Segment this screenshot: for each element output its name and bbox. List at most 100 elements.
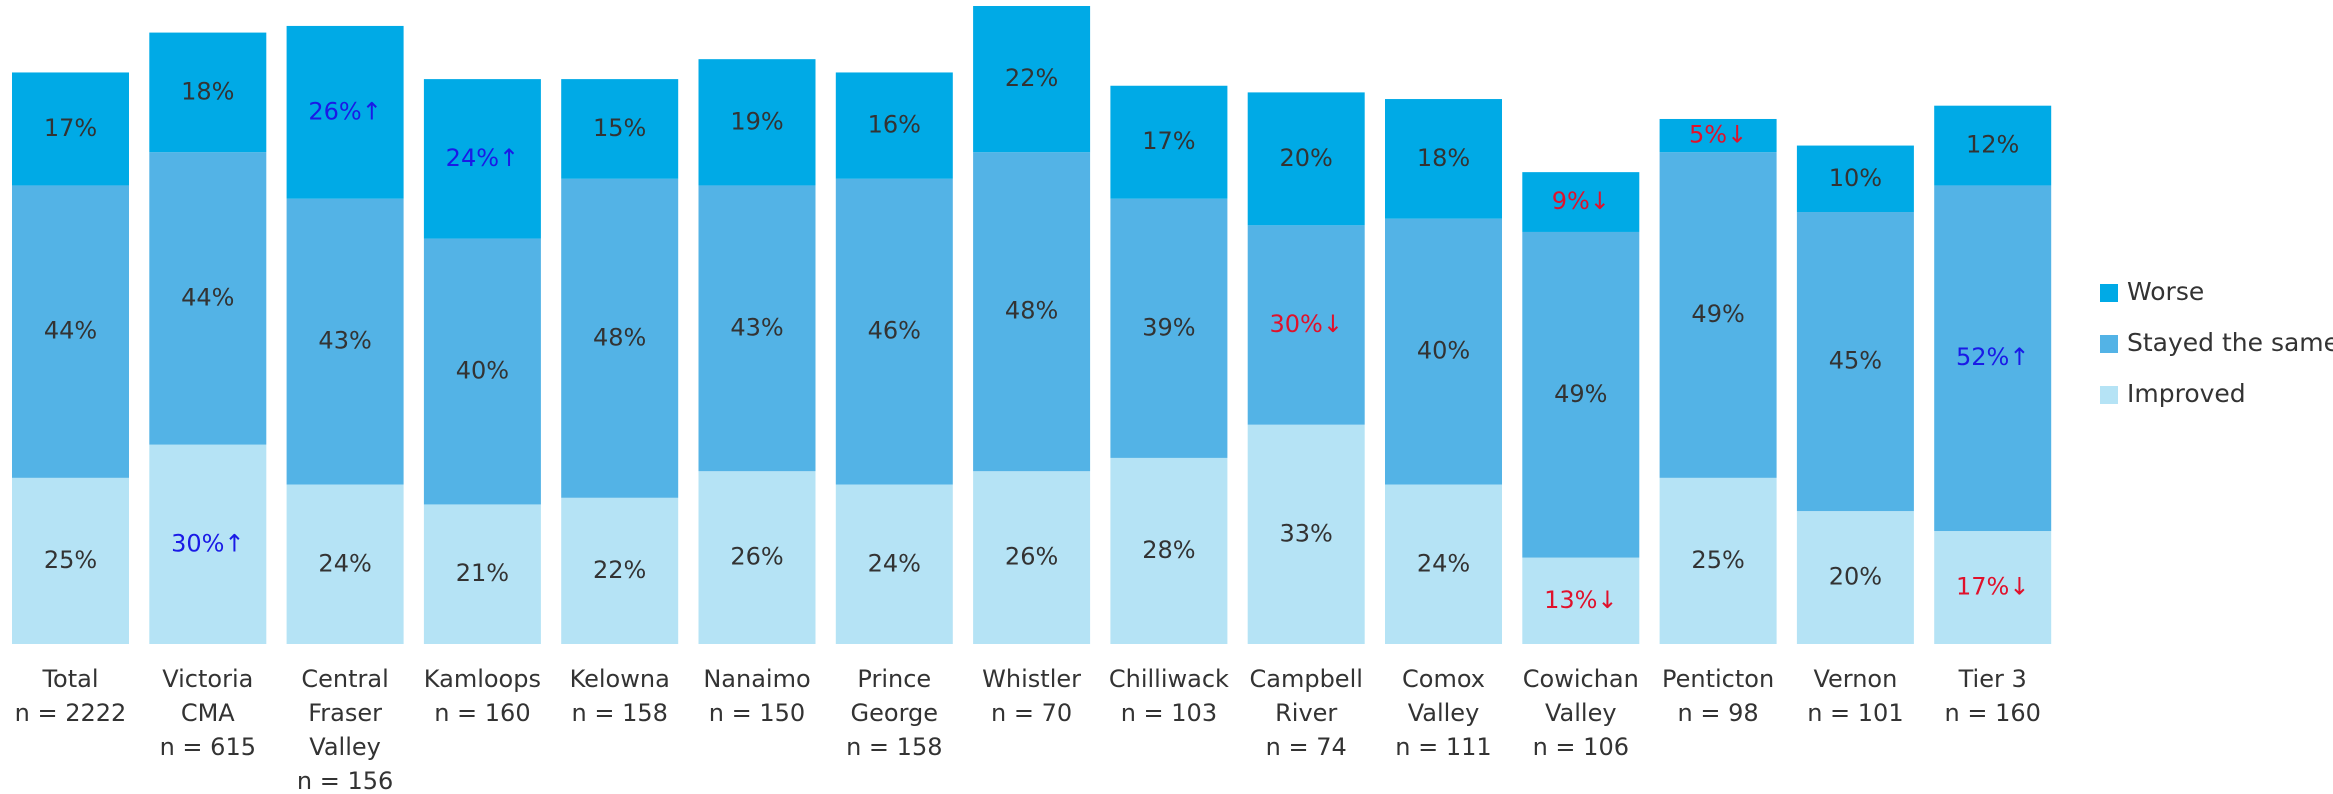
x-tick-label: n = 103 bbox=[1121, 699, 1217, 727]
bar-segment bbox=[973, 6, 1091, 153]
x-tick-label: Fraser bbox=[308, 699, 382, 727]
value-label: 43% bbox=[318, 327, 371, 355]
value-label: 40% bbox=[456, 357, 509, 385]
value-label: 9%↓ bbox=[1552, 187, 1610, 215]
x-tick-label: n = 150 bbox=[709, 699, 805, 727]
value-label: 18% bbox=[181, 77, 234, 105]
x-tick-label: n = 106 bbox=[1533, 733, 1629, 761]
value-label: 24% bbox=[1417, 549, 1470, 577]
value-label: 10% bbox=[1829, 164, 1882, 192]
bar-segment bbox=[286, 25, 404, 199]
x-tick-label: n = 101 bbox=[1807, 699, 1903, 727]
bar-segment bbox=[1385, 99, 1502, 219]
bar-segment bbox=[561, 178, 679, 498]
value-label: 17%↓ bbox=[1956, 573, 2029, 601]
x-tick-label: n = 70 bbox=[991, 699, 1072, 727]
value-label: 20% bbox=[1280, 144, 1333, 172]
bar-segment bbox=[1385, 484, 1502, 644]
bar-segment bbox=[561, 79, 679, 179]
x-tick-label: Total bbox=[41, 665, 98, 693]
bar-segment bbox=[698, 59, 816, 186]
x-tick-label: n = 160 bbox=[1945, 699, 2041, 727]
x-tick-label: n = 615 bbox=[160, 733, 256, 761]
bar-segment bbox=[1796, 145, 1914, 213]
value-label: 13%↓ bbox=[1544, 586, 1617, 614]
bar-segment bbox=[1110, 457, 1228, 644]
x-tick-label: River bbox=[1275, 699, 1337, 727]
x-tick-label: n = 98 bbox=[1678, 699, 1759, 727]
x-tick-label: n = 111 bbox=[1395, 733, 1491, 761]
value-label: 17% bbox=[44, 114, 97, 142]
value-label: 21% bbox=[456, 559, 509, 587]
x-tick-label: Cowichan bbox=[1523, 665, 1639, 693]
bar-segment bbox=[1659, 118, 1777, 153]
value-label: 26%↑ bbox=[308, 97, 381, 125]
value-label: 25% bbox=[44, 546, 97, 574]
bar-segment bbox=[423, 504, 541, 644]
legend-swatch bbox=[2100, 335, 2118, 353]
bar-segment bbox=[286, 484, 404, 644]
value-label: 33% bbox=[1280, 519, 1333, 547]
value-label: 26% bbox=[1005, 543, 1058, 571]
x-tick-label: Kamloops bbox=[424, 665, 541, 693]
x-tick-label: n = 160 bbox=[434, 699, 530, 727]
value-label: 5%↓ bbox=[1689, 121, 1747, 149]
bar-segment bbox=[1247, 92, 1365, 226]
x-tick-label: Penticton bbox=[1662, 665, 1774, 693]
value-label: 30%↓ bbox=[1269, 310, 1342, 338]
x-tick-label: Victoria bbox=[162, 665, 253, 693]
x-tick-label: Prince bbox=[857, 665, 931, 693]
bar-segment bbox=[1385, 218, 1502, 485]
value-label: 26% bbox=[730, 543, 783, 571]
x-tick-label: n = 156 bbox=[297, 767, 393, 794]
bar-segment bbox=[973, 152, 1091, 472]
legend-swatch bbox=[2100, 284, 2118, 302]
value-label: 16% bbox=[868, 111, 921, 139]
bar-segment bbox=[1659, 477, 1777, 644]
value-label: 24% bbox=[318, 549, 371, 577]
value-label: 17% bbox=[1142, 127, 1195, 155]
legend-swatch bbox=[2100, 386, 2118, 404]
value-label: 44% bbox=[181, 283, 234, 311]
x-tick-label: Kelowna bbox=[570, 665, 670, 693]
bar-segment bbox=[286, 198, 404, 485]
x-tick-label: Tier 3 bbox=[1958, 665, 2027, 693]
value-label: 24% bbox=[868, 549, 921, 577]
x-tick-label: CMA bbox=[181, 699, 235, 727]
bar-segment bbox=[1934, 531, 2052, 644]
legend-label: Improved bbox=[2127, 379, 2246, 408]
bar-segment bbox=[561, 497, 679, 644]
value-label: 18% bbox=[1417, 144, 1470, 172]
value-label: 48% bbox=[593, 323, 646, 351]
x-tick-label: Whistler bbox=[982, 665, 1081, 693]
bar-segment bbox=[1522, 231, 1640, 558]
x-tick-label: Valley bbox=[1408, 699, 1480, 727]
value-label: 22% bbox=[1005, 64, 1058, 92]
bar-segment bbox=[149, 32, 267, 153]
x-tick-label: Vernon bbox=[1813, 665, 1897, 693]
value-label: 25% bbox=[1691, 546, 1744, 574]
x-tick-label: Valley bbox=[1545, 699, 1617, 727]
bar-segment bbox=[1247, 424, 1365, 644]
value-label: 44% bbox=[44, 317, 97, 345]
bar-segment bbox=[1110, 198, 1228, 458]
x-tick-label: George bbox=[851, 699, 939, 727]
value-label: 24%↑ bbox=[446, 144, 519, 172]
value-label: 30%↑ bbox=[171, 529, 244, 557]
bar-segment bbox=[973, 471, 1091, 644]
value-label: 22% bbox=[593, 556, 646, 584]
bar-segment bbox=[1110, 85, 1228, 199]
bar-segment bbox=[1522, 557, 1640, 644]
bar-segment bbox=[12, 185, 129, 478]
x-tick-label: Valley bbox=[309, 733, 381, 761]
bar-segment bbox=[1247, 225, 1365, 425]
legend-label: Worse bbox=[2127, 277, 2204, 306]
value-label: 39% bbox=[1142, 313, 1195, 341]
bar-segment bbox=[1796, 511, 1914, 644]
legend-label: Stayed the same bbox=[2127, 328, 2333, 357]
value-label: 45% bbox=[1829, 347, 1882, 375]
x-tick-label: Chilliwack bbox=[1109, 665, 1229, 693]
value-label: 49% bbox=[1691, 300, 1744, 328]
bar-segment bbox=[1522, 172, 1640, 232]
x-tick-label: Campbell bbox=[1249, 665, 1362, 693]
